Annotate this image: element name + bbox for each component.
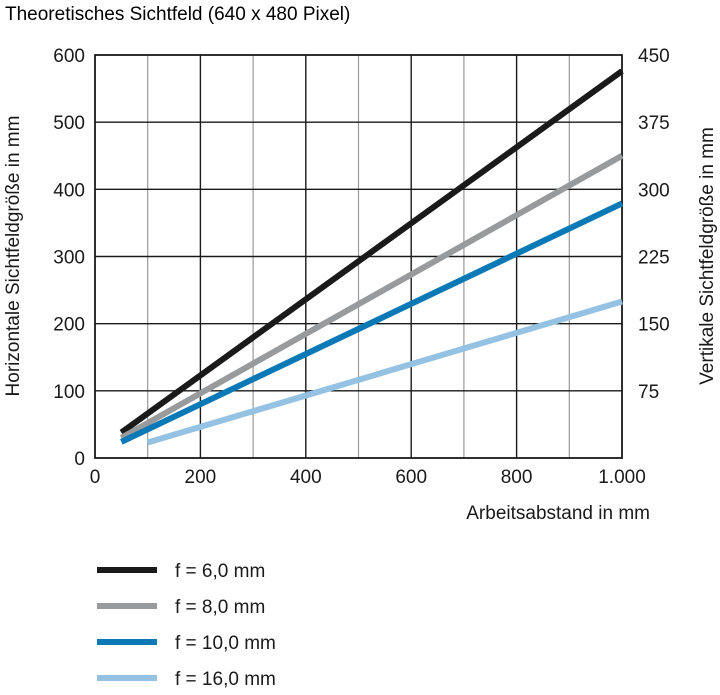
y-tick-label: 100	[53, 382, 85, 403]
y-tick-label: 0	[74, 449, 85, 470]
series-lines	[119, 68, 624, 446]
x-tick-label: 200	[185, 467, 217, 488]
y-axis-title: Horizontale Sichtfeldgröße in mm	[3, 116, 24, 397]
y-tick-label: 300	[53, 248, 85, 269]
y2-axis-title: Vertikale Sichtfeldgröße in mm	[697, 127, 718, 385]
y-tick-label: 400	[53, 180, 85, 201]
legend-label: f = 16,0 mm	[175, 669, 276, 690]
y2-tick-label: 75	[638, 382, 659, 403]
plot-frame	[94, 54, 623, 459]
legend: f = 6,0 mm f = 8,0 mm f = 10,0 mm f = 16,0 …	[97, 561, 276, 690]
x-tick-label: 800	[501, 467, 533, 488]
x-tick-label: 0	[90, 467, 101, 488]
y-tick-label: 200	[53, 315, 85, 336]
y-tick-label: 500	[53, 113, 85, 134]
grid	[94, 54, 623, 459]
y2-tick-label: 450	[638, 46, 670, 67]
x-tick-label: 1.000	[598, 467, 646, 488]
chart-title: Theoretisches Sichtfeld (640 x 480 Pixel…	[5, 4, 350, 25]
y2-tick-label: 150	[638, 315, 670, 336]
x-tick-label: 400	[290, 467, 322, 488]
tick-labels: 0 200 400 600 800 1.000 0 100 200 300 400 500 600 75 1…	[53, 46, 669, 488]
y2-tick-label: 375	[638, 113, 670, 134]
series-line-4	[146, 298, 623, 446]
series-line-3	[120, 200, 624, 445]
series-line-1	[119, 68, 624, 435]
series-line-2	[119, 153, 624, 441]
legend-label: f = 10,0 mm	[175, 633, 276, 654]
legend-label: f = 6,0 mm	[175, 561, 265, 582]
legend-label: f = 8,0 mm	[175, 597, 265, 618]
y2-tick-label: 225	[638, 248, 670, 269]
y2-tick-label: 300	[638, 180, 670, 201]
x-tick-label: 600	[395, 467, 427, 488]
x-axis-title: Arbeitsabstand in mm	[466, 503, 650, 524]
y-tick-label: 600	[53, 46, 85, 67]
